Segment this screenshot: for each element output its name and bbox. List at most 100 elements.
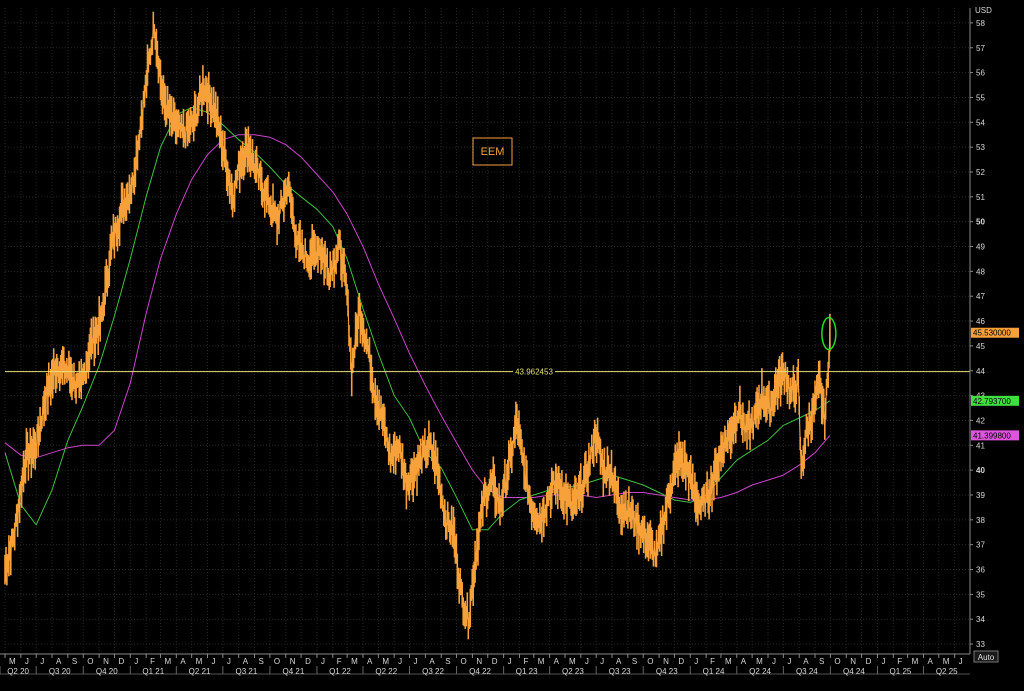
y-tick-label: 56 <box>976 69 985 78</box>
x-quarter-label: Q1 22 <box>329 667 351 676</box>
x-month-label: N <box>663 657 669 666</box>
x-quarter-label: Q2 23 <box>562 667 584 676</box>
x-quarter-label: Q1 21 <box>142 667 164 676</box>
y-tick-label: 34 <box>976 615 985 624</box>
x-month-label: M <box>912 657 919 666</box>
x-month-label: D <box>492 657 498 666</box>
y-tick-label: 50 <box>976 218 985 227</box>
y-tick-label: 53 <box>976 143 985 152</box>
x-quarter-label: Q2 20 <box>7 667 29 676</box>
x-quarter-label: Q4 24 <box>843 667 865 676</box>
x-month-label: D <box>118 657 124 666</box>
y-axis-unit: USD <box>975 6 992 15</box>
x-month-label: J <box>227 657 231 666</box>
x-month-label: F <box>523 657 528 666</box>
x-month-label: J <box>321 657 325 666</box>
x-quarter-label: Q2 24 <box>749 667 771 676</box>
auto-button-label[interactable]: Auto <box>978 653 995 662</box>
x-month-label: F <box>150 657 155 666</box>
x-month-label: A <box>803 657 809 666</box>
x-month-label: A <box>554 657 560 666</box>
ma-long-tag-bg <box>971 430 1019 441</box>
y-tick-label: 38 <box>976 516 985 525</box>
x-month-label: M <box>164 657 171 666</box>
x-quarter-label: Q2 25 <box>936 667 958 676</box>
x-quarter-label: Q1 25 <box>890 667 912 676</box>
x-month-label: N <box>103 657 109 666</box>
x-month-label: J <box>772 657 776 666</box>
x-month-label: S <box>259 657 264 666</box>
series-line-ma-long <box>4 134 831 501</box>
x-month-label: N <box>850 657 856 666</box>
x-month-label: A <box>741 657 747 666</box>
x-quarter-label: Q1 24 <box>703 667 725 676</box>
auto-button[interactable]: Auto <box>973 650 999 663</box>
x-month-label: O <box>461 657 467 666</box>
x-month-label: N <box>476 657 482 666</box>
x-month-label: J <box>134 657 138 666</box>
x-month-label: D <box>866 657 872 666</box>
y-tick-label: 36 <box>976 566 985 575</box>
chart-title-border <box>472 137 513 166</box>
x-month-label: M <box>756 657 763 666</box>
x-month-label: S <box>819 657 824 666</box>
x-month-label: M <box>382 657 389 666</box>
x-month-label: D <box>678 657 684 666</box>
y-tick-label: 48 <box>976 267 985 276</box>
ma-short-tag-bg <box>971 395 1019 406</box>
y-tick-label: 51 <box>976 193 985 202</box>
x-quarter-label: Q3 20 <box>49 667 71 676</box>
y-tick-label: 44 <box>976 367 985 376</box>
y-tick-label: 42 <box>976 416 985 425</box>
price-tags: 45.530000 42.793700 41.399800 <box>971 327 1019 441</box>
x-month-label: J <box>40 657 44 666</box>
y-tick-label: 49 <box>976 243 985 252</box>
y-tick-label: 55 <box>976 93 985 102</box>
x-quarter-label: Q1 23 <box>516 667 538 676</box>
x-month-label: F <box>710 657 715 666</box>
x-quarter-label: Q4 23 <box>656 667 678 676</box>
x-month-label: F <box>337 657 342 666</box>
y-tick-label: 45 <box>976 342 985 351</box>
x-month-label: A <box>180 657 186 666</box>
y-tick-label: 47 <box>976 292 985 301</box>
y-tick-label: 37 <box>976 541 985 550</box>
x-month-label: J <box>959 657 963 666</box>
x-month-label: J <box>414 657 418 666</box>
hline-label-background <box>513 366 555 377</box>
x-month-label: J <box>600 657 604 666</box>
x-month-label: J <box>881 657 885 666</box>
x-month-label: A <box>56 657 62 666</box>
x-month-label: J <box>787 657 791 666</box>
y-tick-label: 39 <box>976 491 985 500</box>
highlight-ellipse <box>821 316 837 351</box>
x-month-label: F <box>897 657 902 666</box>
x-month-label: M <box>725 657 732 666</box>
x-month-label: M <box>943 657 950 666</box>
auto-button-frame[interactable] <box>973 650 999 663</box>
x-month-label: M <box>9 657 16 666</box>
y-tick-label: 54 <box>976 118 985 127</box>
x-month-label: O <box>87 657 93 666</box>
ma-long-tag-label: 41.399800 <box>973 431 1011 440</box>
x-month-label: D <box>305 657 311 666</box>
x-quarter-label: Q3 22 <box>422 667 444 676</box>
hline-label: 43.962453 <box>515 368 553 377</box>
y-tick-label: 57 <box>976 44 985 53</box>
x-quarter-label: Q2 22 <box>375 667 397 676</box>
chart-title: EEM <box>481 146 505 158</box>
x-month-label: J <box>694 657 698 666</box>
x-month-label: M <box>196 657 203 666</box>
x-quarter-label: Q4 20 <box>96 667 118 676</box>
y-tick-label: 40 <box>976 466 985 475</box>
x-quarter-label: Q3 24 <box>796 667 818 676</box>
series-line-ma-short <box>4 106 831 531</box>
y-tick-label: 41 <box>976 441 985 450</box>
horizontal-line-layer: 43.962453 <box>5 316 970 377</box>
y-tick-label: 58 <box>976 19 985 28</box>
x-quarter-label: Q3 21 <box>235 667 257 676</box>
price-line <box>4 22 831 630</box>
x-month-label: O <box>834 657 840 666</box>
